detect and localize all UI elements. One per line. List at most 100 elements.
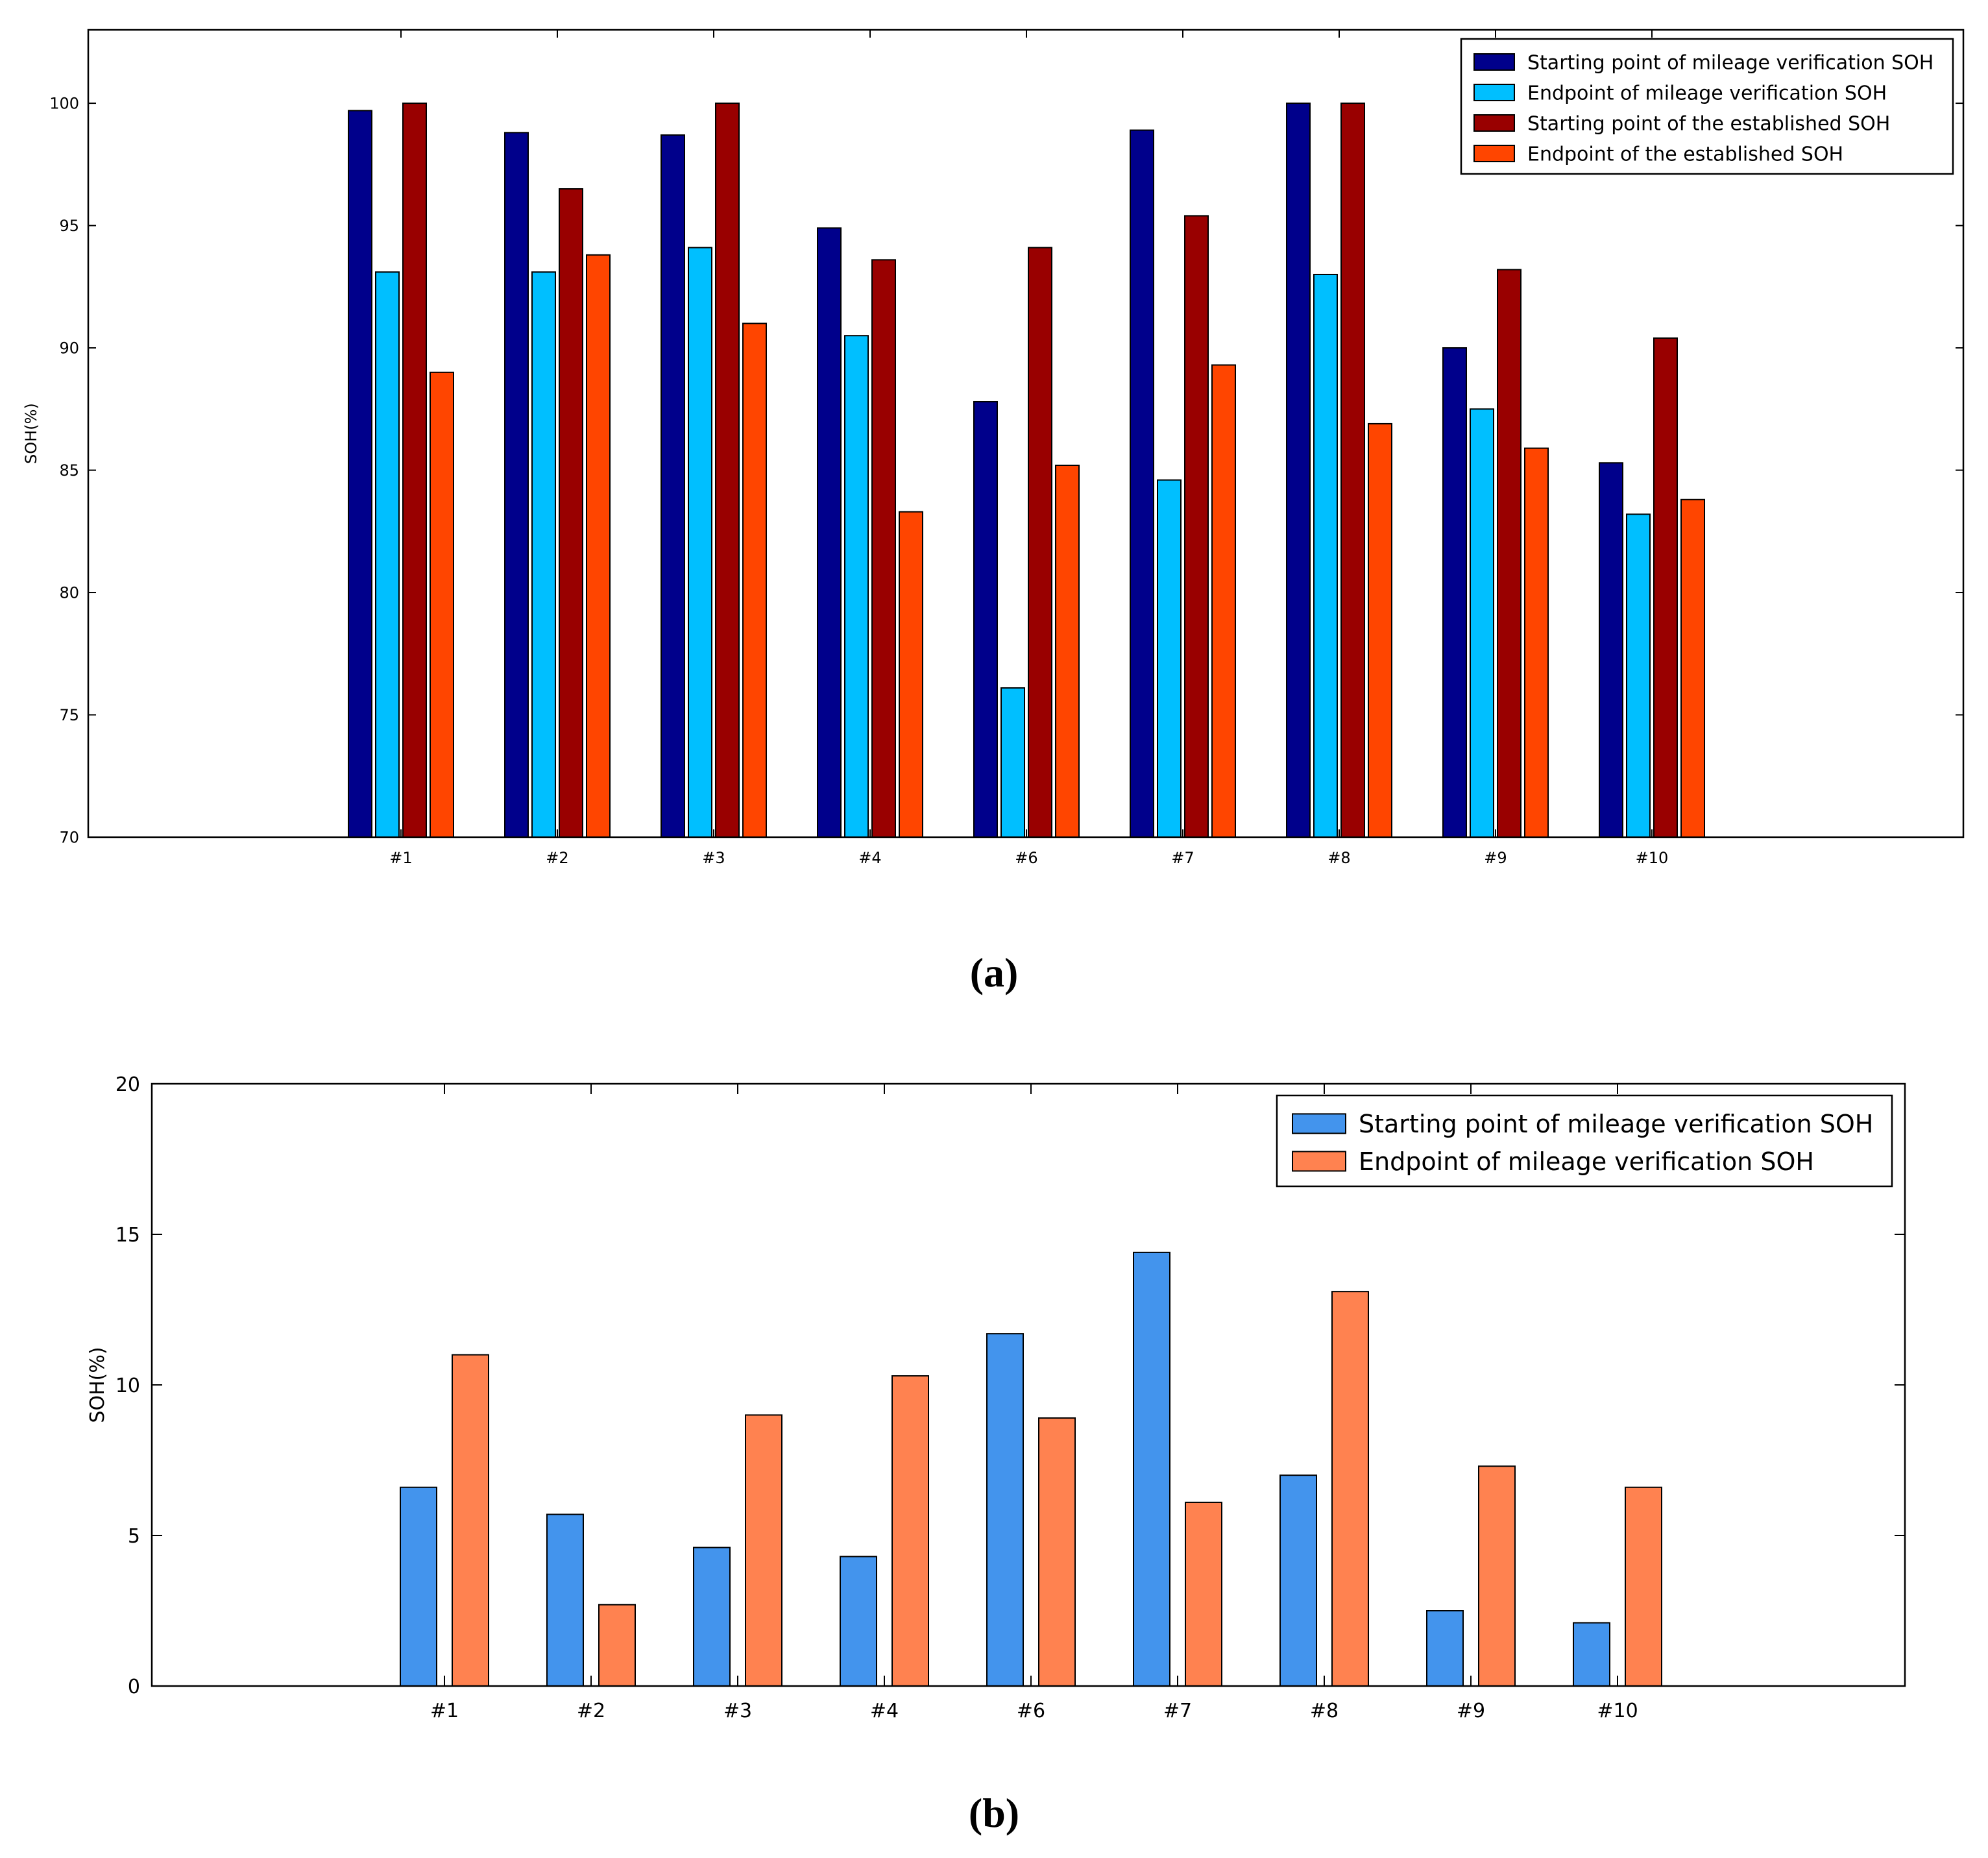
chart-a: #1 #2 #3 #4 #6 #7 #8 #9 #10 70 75 80 85 90 95 100 SOH(%)…: [22, 29, 1965, 867]
legend-box: [1276, 1094, 1893, 1188]
legend-label-2: Endpoint of mileage verification SOH: [1527, 82, 1887, 104]
bar-n8-series-2: [1331, 1291, 1369, 1687]
bar-n7-series-1: [1130, 129, 1154, 838]
bar-n4-series-2: [891, 1375, 929, 1687]
bar-n7-series-2: [1185, 1501, 1222, 1687]
x-tick-label: #7: [1163, 1700, 1192, 1722]
x-tick-label: #6: [1017, 1700, 1045, 1722]
y-tick-label: 95: [59, 217, 79, 235]
legend-label-1: Starting point of mileage verification S…: [1359, 1110, 1873, 1138]
bar-n9-series-4: [1524, 447, 1549, 838]
legend-swatch-4: [1473, 145, 1515, 162]
bar-n10-series-3: [1653, 337, 1678, 838]
bar-n9-series-2: [1478, 1465, 1516, 1687]
bar-n6-series-1: [986, 1333, 1024, 1687]
legend-swatch-1: [1292, 1113, 1346, 1134]
x-tick-label: #1: [430, 1700, 459, 1722]
bar-n10-series-2: [1625, 1486, 1662, 1687]
x-tick-label: #8: [1310, 1700, 1339, 1722]
chart-b: #1 #2 #3 #4 #6 #7 #8 #9 #10 0 5 10 15 20 SOH(%) Startin…: [86, 1073, 1906, 1722]
bar-n8-series-4: [1368, 422, 1392, 838]
bar-n3-series-3: [715, 103, 740, 838]
bar-n8-series-1: [1286, 103, 1311, 838]
bar-n8-series-1: [1279, 1474, 1317, 1687]
bar-n6-series-1: [973, 400, 998, 838]
y-axis-label: SOH(%): [86, 1347, 109, 1423]
y-tick-label: 75: [59, 706, 79, 724]
y-tick-label: 85: [59, 461, 79, 480]
bar-n2-series-1: [546, 1513, 584, 1687]
bar-n10-series-2: [1626, 513, 1651, 838]
bar-n10-series-4: [1680, 498, 1705, 838]
bar-n1-series-4: [430, 371, 454, 838]
bar-n4-series-2: [844, 335, 869, 838]
bar-n10-series-1: [1599, 462, 1623, 838]
bar-n6-series-4: [1055, 465, 1080, 838]
bar-n2-series-2: [598, 1604, 636, 1687]
y-tick-label: 80: [59, 584, 79, 602]
bar-n7-series-4: [1211, 364, 1236, 838]
y-tick-label: 15: [115, 1224, 140, 1247]
y-tick-label: 20: [115, 1073, 140, 1096]
legend: Starting point of mileage verification S…: [1276, 1094, 1893, 1188]
y-tick-label: 0: [128, 1676, 140, 1698]
x-tick-label: #9: [1484, 849, 1507, 867]
bar-n1-series-3: [402, 103, 427, 838]
bar-n2-series-3: [559, 188, 583, 838]
bar-n9-series-1: [1442, 347, 1467, 838]
legend: Starting point of mileage verification S…: [1460, 38, 1954, 175]
bar-n9-series-3: [1497, 269, 1521, 838]
legend-swatch-2: [1473, 84, 1515, 101]
bar-n6-series-3: [1028, 247, 1052, 838]
bar-n9-series-1: [1426, 1610, 1464, 1687]
bar-n1-series-1: [400, 1486, 437, 1687]
bar-n4-series-4: [899, 511, 923, 838]
x-tick-label: #1: [389, 849, 412, 867]
bar-n3-series-2: [745, 1414, 782, 1687]
y-tick-label: 10: [115, 1375, 140, 1397]
x-tick-label: #2: [546, 849, 568, 867]
bar-n3-series-4: [742, 323, 767, 838]
x-tick-label: #4: [858, 849, 881, 867]
bar-n1-series-2: [452, 1354, 489, 1687]
plot-frame: [151, 1082, 1906, 1687]
bar-n2-series-1: [504, 132, 529, 838]
y-tick-label: 90: [59, 339, 79, 358]
caption-b: (b): [969, 1790, 1019, 1836]
bar-n7-series-2: [1157, 479, 1182, 838]
x-tick-label: #8: [1327, 849, 1350, 867]
bar-n8-series-3: [1340, 103, 1365, 838]
y-tick-label: 70: [59, 829, 79, 847]
bar-n2-series-4: [586, 254, 611, 838]
bar-n3-series-1: [661, 134, 685, 838]
x-tick-label: #9: [1457, 1700, 1485, 1722]
x-tick-label: #10: [1636, 849, 1669, 867]
legend-label-3: Starting point of the established SOH: [1527, 112, 1890, 135]
bar-n8-series-2: [1313, 273, 1338, 838]
y-tick-label: 5: [128, 1525, 140, 1548]
bar-n1-series-2: [375, 271, 400, 838]
legend-box: [1460, 38, 1954, 175]
legend-swatch-3: [1473, 114, 1515, 132]
caption-a: (a): [970, 949, 1019, 996]
y-axis-label: SOH(%): [22, 403, 40, 464]
x-tick-label: #3: [723, 1700, 752, 1722]
bar-n2-series-2: [531, 271, 556, 838]
plot-frame: [87, 29, 1965, 838]
bar-n7-series-1: [1133, 1251, 1170, 1687]
bar-n6-series-2: [1038, 1417, 1076, 1687]
legend-swatch-2: [1292, 1151, 1346, 1172]
bar-n3-series-2: [688, 247, 712, 838]
legend-label-4: Endpoint of the established SOH: [1527, 143, 1843, 165]
x-tick-label: #7: [1171, 849, 1194, 867]
bar-n4-series-1: [817, 227, 842, 838]
bar-n9-series-2: [1470, 408, 1494, 838]
bar-n10-series-1: [1573, 1622, 1610, 1687]
x-tick-label: #2: [577, 1700, 605, 1722]
legend-swatch-1: [1473, 53, 1515, 71]
legend-label-2: Endpoint of mileage verification SOH: [1359, 1147, 1814, 1176]
x-tick-label: #6: [1015, 849, 1037, 867]
legend-label-1: Starting point of mileage verification S…: [1527, 51, 1933, 74]
bar-n6-series-2: [1000, 687, 1025, 838]
